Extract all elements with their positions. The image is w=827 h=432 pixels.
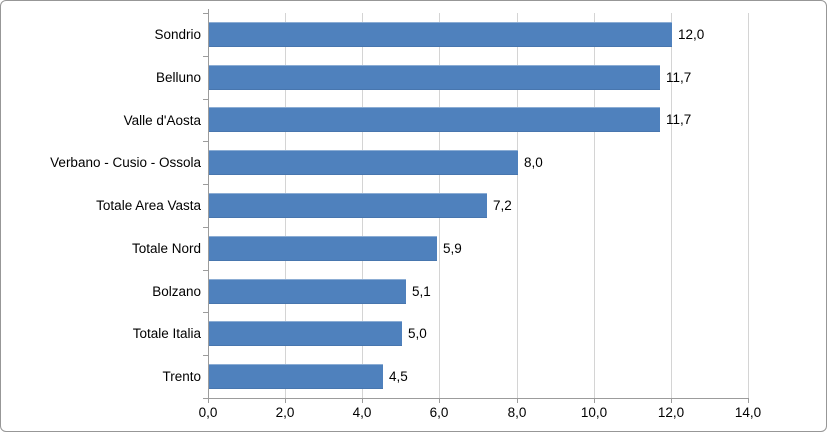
category-axis-tick (203, 227, 208, 228)
value-axis-tick (671, 398, 672, 403)
bar (209, 193, 487, 218)
value-axis-tick (208, 398, 209, 403)
bar (209, 364, 383, 389)
category-label: Totale Italia (132, 326, 201, 341)
value-axis-tick (748, 398, 749, 403)
value-axis-tick (362, 398, 363, 403)
bar-value-label: 12,0 (678, 27, 705, 42)
gridline (594, 13, 595, 398)
x-tick-label: 10,0 (580, 405, 608, 420)
category-label: Bolzano (152, 284, 201, 299)
bar-value-label: 8,0 (524, 155, 543, 170)
category-label: Belluno (155, 70, 201, 85)
bar-value-label: 5,1 (412, 284, 431, 299)
category-axis-tick (203, 99, 208, 100)
value-axis-tick (439, 398, 440, 403)
bar (209, 107, 660, 132)
value-axis-tick (517, 398, 518, 403)
bar (209, 279, 406, 304)
bar-value-label: 4,5 (389, 369, 408, 384)
category-axis-tick (203, 398, 208, 399)
category-axis-tick (203, 141, 208, 142)
bar-value-label: 7,2 (493, 198, 512, 213)
gridline (748, 13, 749, 398)
bar (209, 65, 660, 90)
bar-value-label: 11,7 (666, 112, 692, 127)
category-label: Sondrio (154, 27, 201, 42)
category-axis-tick (203, 270, 208, 271)
category-label: Trento (162, 369, 201, 384)
bar (209, 150, 518, 175)
category-label: Valle d'Aosta (123, 113, 201, 128)
bar-value-label: 11,7 (666, 70, 692, 85)
gridline (671, 13, 672, 398)
bar-value-label: 5,9 (443, 241, 462, 256)
x-tick-label: 8,0 (507, 405, 527, 420)
category-axis-tick (203, 312, 208, 313)
x-tick-label: 4,0 (352, 405, 372, 420)
bar-value-label: 5,0 (408, 326, 427, 341)
category-label: Totale Area Vasta (96, 198, 201, 213)
x-tick-label: 6,0 (429, 405, 449, 420)
gridline (517, 13, 518, 398)
category-axis-tick (203, 13, 208, 14)
bar (209, 321, 402, 346)
bar (209, 22, 672, 47)
x-tick-label: 2,0 (275, 405, 295, 420)
value-axis-line (208, 398, 749, 399)
x-tick-label: 14,0 (734, 405, 762, 420)
category-axis-tick (203, 56, 208, 57)
x-tick-label: 0,0 (198, 405, 218, 420)
category-axis-line (208, 9, 209, 398)
value-axis-tick (285, 398, 286, 403)
category-label: Verbano - Cusio - Ossola (50, 155, 201, 170)
category-label: Totale Nord (131, 241, 201, 256)
category-axis-tick (203, 184, 208, 185)
category-axis-tick (203, 355, 208, 356)
bar (209, 236, 437, 261)
value-axis-tick (594, 398, 595, 403)
x-tick-label: 12,0 (657, 405, 685, 420)
